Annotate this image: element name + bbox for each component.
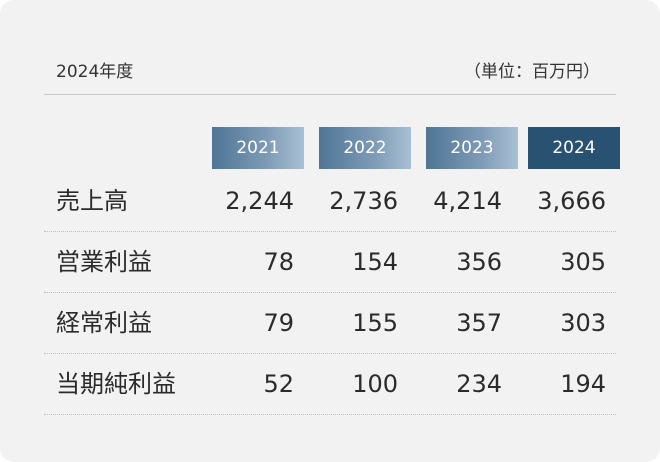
table-cell: 78 — [263, 248, 294, 276]
row-label: 売上高 — [56, 187, 128, 215]
table-row-ordinary-income: 経常利益 79 155 357 303 — [44, 293, 616, 354]
table-row-net-sales: 売上高 2,244 2,736 4,214 3,666 — [44, 171, 616, 232]
year-header-2024: 2024 — [528, 127, 620, 169]
table-cell: 154 — [352, 248, 398, 276]
table-cell: 52 — [263, 370, 294, 398]
table-cell: 4,214 — [433, 187, 502, 215]
table-cell: 303 — [560, 309, 606, 337]
table-row-net-income: 当期純利益 52 100 234 194 — [44, 354, 616, 415]
year-header-2022: 2022 — [319, 127, 411, 169]
year-header-2021: 2021 — [212, 127, 304, 169]
table-cell: 3,666 — [537, 187, 606, 215]
year-header-2023: 2023 — [426, 127, 518, 169]
table-header: 2024年度 （単位：百万円） — [44, 58, 616, 95]
table-cell: 79 — [263, 309, 294, 337]
unit-note: （単位：百万円） — [464, 62, 600, 82]
row-label: 経常利益 — [56, 309, 152, 337]
table-cell: 305 — [560, 248, 606, 276]
table-cell: 2,736 — [329, 187, 398, 215]
table-cell: 357 — [456, 309, 502, 337]
table-cell: 2,244 — [225, 187, 294, 215]
table-cell: 234 — [456, 370, 502, 398]
table-cell: 356 — [456, 248, 502, 276]
table-cell: 155 — [352, 309, 398, 337]
row-label: 当期純利益 — [56, 370, 176, 398]
fiscal-year-title: 2024年度 — [56, 62, 134, 82]
table-row-operating-income: 営業利益 78 154 356 305 — [44, 232, 616, 293]
row-label: 営業利益 — [56, 248, 152, 276]
table-cell: 194 — [560, 370, 606, 398]
table-cell: 100 — [352, 370, 398, 398]
